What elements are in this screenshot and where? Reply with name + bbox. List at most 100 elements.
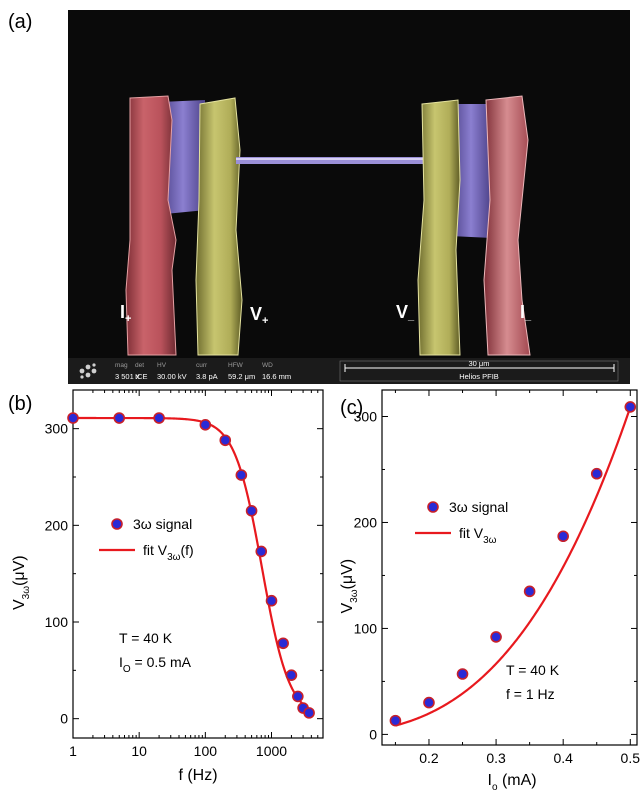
data-point (153, 412, 165, 424)
x-tick-label: 0.4 (553, 750, 573, 766)
y-axis-title: V3ω(μV) (11, 555, 32, 610)
x-axis-title: Io (mA) (488, 772, 537, 793)
data-point (590, 467, 603, 480)
x-tick-label: 100 (194, 743, 218, 759)
y-tick-label: 100 (45, 614, 69, 630)
data-point (292, 690, 304, 703)
legend-label-fit: fit V3ω (459, 525, 497, 546)
x-axis-title-main: I (488, 772, 492, 789)
data-point (67, 412, 79, 424)
label-v-minus: V_ (396, 302, 415, 322)
data-point (423, 696, 435, 709)
info-field-value: 3.8 pA (196, 372, 218, 381)
info-field-head: curr (196, 362, 208, 369)
x-tick-label: 1 (69, 743, 77, 759)
info-bar-background (68, 358, 630, 384)
data-point (557, 530, 569, 543)
legend-label-fit-main: fit V (459, 525, 484, 541)
label-i-minus: I_ (520, 302, 532, 322)
current-minus-pad (483, 95, 531, 356)
fit-line (395, 406, 632, 727)
info-field-head: WD (262, 362, 273, 369)
legend-label-fit-rest: (f) (181, 542, 194, 558)
panel-a-label: (a) (8, 11, 32, 33)
data-point (219, 434, 232, 447)
data-point (255, 545, 268, 558)
legend-label-fit-sub: 3ω (167, 552, 181, 563)
y-tick-label: 300 (45, 421, 69, 437)
data-point (113, 412, 126, 424)
annotation-text: f = 1 Hz (506, 686, 555, 702)
label-v-plus: V+ (250, 304, 268, 327)
panel-b-label: (b) (8, 393, 32, 415)
fei-logo-icon (79, 363, 97, 379)
legend-label-fit-main: fit V (143, 542, 168, 558)
data-point (456, 668, 469, 680)
info-field-head: mag (115, 362, 128, 369)
x-tick-label: 0.3 (486, 750, 506, 766)
sem-info-bar: mag 3 501 x det ICE HV 30.00 kV curr 3.8 pA HFW 5… (68, 358, 630, 384)
voltage-plus-pad (195, 97, 243, 356)
info-field-head: HV (157, 362, 167, 369)
data-point (235, 469, 248, 481)
data-point (265, 594, 278, 607)
legend-label-signal: 3ω signal (449, 499, 508, 515)
annotation-text-sub: O (123, 664, 131, 675)
nanowire (236, 157, 432, 164)
info-field-value: 16.6 mm (262, 372, 291, 381)
y-axis-title: V3ω(μV) (339, 559, 360, 614)
data-point (389, 714, 402, 727)
data-point (490, 631, 502, 643)
y-tick-label: 100 (354, 620, 378, 636)
data-point (245, 505, 258, 517)
data-point (199, 418, 212, 431)
info-field-value: 30.00 kV (157, 372, 187, 381)
y-axis-title-main: V (11, 599, 28, 610)
current-plus-pad (125, 95, 177, 356)
data-point (624, 401, 637, 413)
x-tick-label: 10 (131, 743, 147, 759)
data-point (523, 585, 536, 598)
sem-micrograph: I+ V+ V_ I_ mag 3 501 x det ICE HV 30.00 kV cu… (68, 10, 630, 384)
legend-label-fit-sub: 3ω (483, 535, 497, 546)
x-axis-title-rest: (mA) (498, 772, 537, 789)
y-tick-label: 0 (60, 711, 68, 727)
data-point (277, 637, 289, 650)
data-point (285, 669, 298, 681)
info-field-value: 59.2 μm (228, 372, 255, 381)
annotation-text: T = 40 K (506, 662, 560, 678)
legend-label-fit: fit V3ω(f) (143, 542, 194, 563)
y-tick-label: 300 (354, 408, 378, 424)
info-field-value: 3 501 x (115, 372, 140, 381)
info-field-head: HFW (228, 362, 244, 369)
fit-line (73, 416, 312, 712)
info-field-head: det (135, 362, 144, 369)
annotation-text-rest: = 0.5 mA (131, 654, 192, 670)
y-axis-title-main: V (339, 603, 356, 614)
voltage-minus-pad (417, 99, 461, 356)
y-tick-label: 200 (45, 517, 69, 533)
label-i-plus: I+ (120, 302, 131, 325)
plot-frame (381, 389, 638, 746)
legend-marker (111, 518, 123, 530)
x-axis-title-sub: o (492, 782, 498, 793)
bridge-right-pad (450, 104, 492, 238)
legend-label-signal: 3ω signal (133, 516, 192, 532)
legend-marker (427, 501, 439, 513)
scale-box (339, 360, 619, 382)
panel-c-label: (c) (340, 397, 363, 419)
annotation-text: T = 40 K (119, 630, 173, 646)
info-field-value: ICE (135, 372, 148, 381)
y-tick-label: 0 (369, 726, 377, 742)
instrument-name: Helios PFIB (459, 372, 499, 381)
x-tick-label: 0.2 (419, 750, 439, 766)
y-axis-title-sub: 3ω (21, 586, 32, 600)
annotation-text-main: I (119, 654, 123, 670)
data-point (303, 707, 315, 719)
x-tick-label: 0.5 (621, 750, 641, 766)
annotation-text: IO = 0.5 mA (119, 654, 192, 675)
x-tick-label: 1000 (256, 743, 287, 759)
